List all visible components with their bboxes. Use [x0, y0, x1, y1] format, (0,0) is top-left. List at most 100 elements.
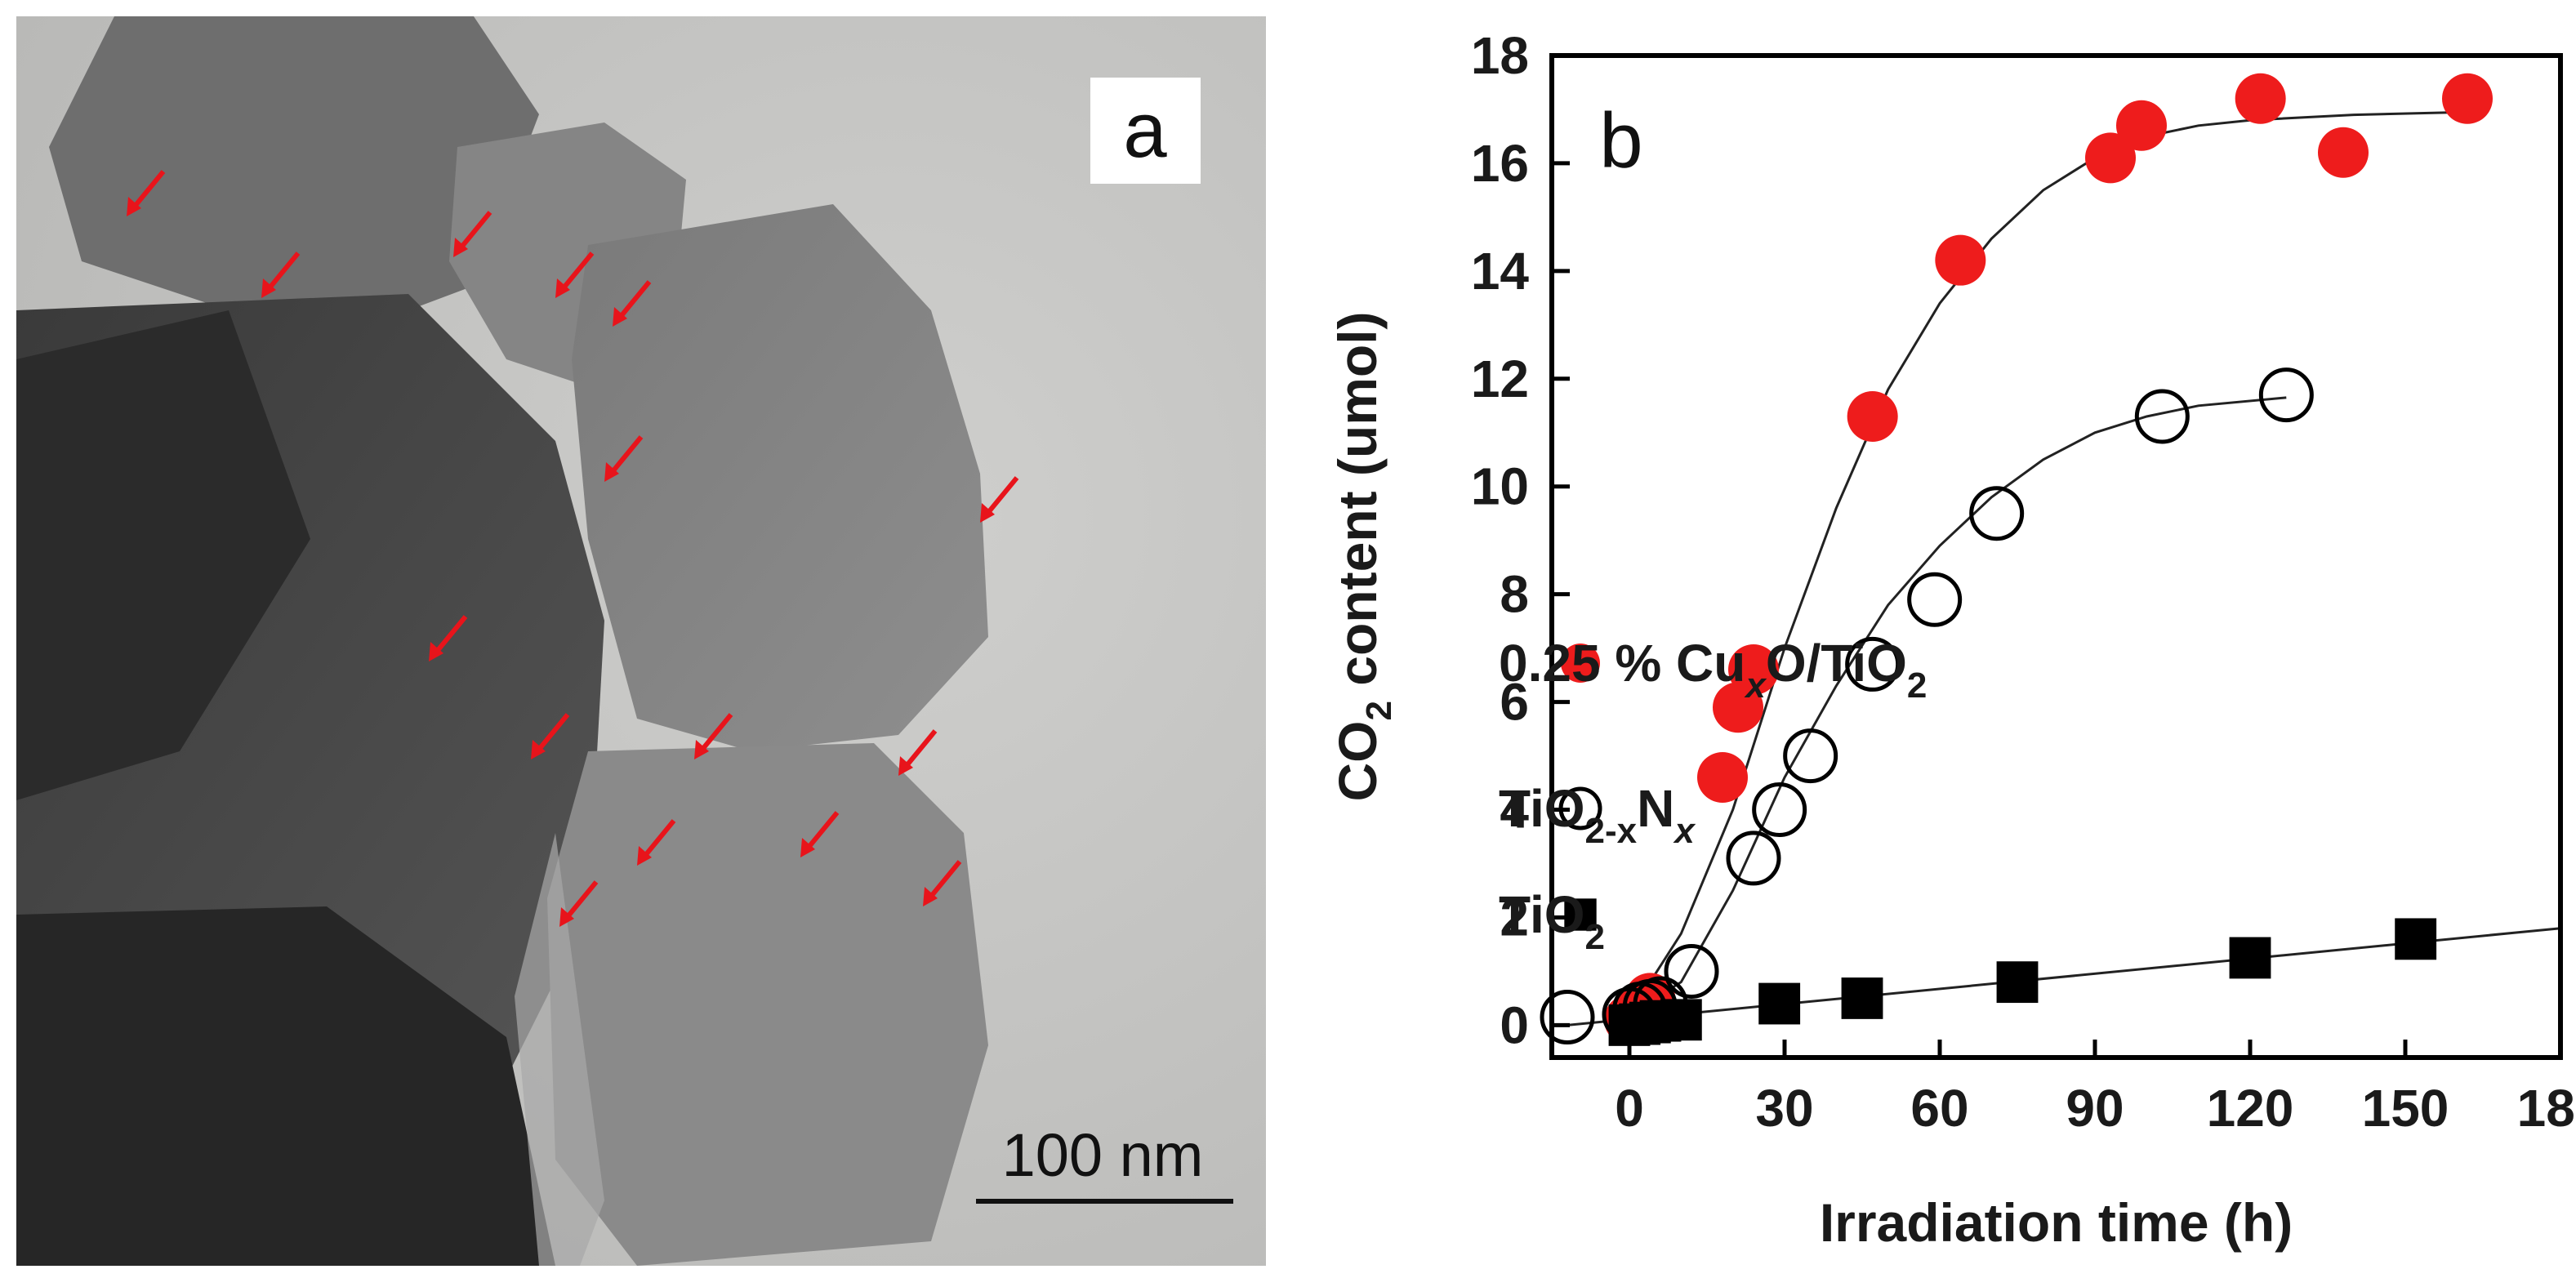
data-point-series-1 — [1969, 486, 2025, 541]
tem-micrograph-panel: a 100 nm — [16, 16, 1266, 1266]
data-point-series-0 — [1847, 390, 1898, 442]
red-arrow — [641, 819, 676, 859]
nanoparticle — [16, 310, 310, 800]
data-point-series-2 — [1758, 982, 1801, 1025]
axes: 0 30 60 90 120 150 180 0 2 4 6 8 10 12 14 16 18 — [1471, 26, 2576, 1138]
data-point-series-1 — [1752, 782, 1807, 838]
nanoparticle — [547, 743, 988, 1266]
red-arrow — [984, 476, 1019, 516]
legend-text-part: 2 — [1585, 917, 1605, 957]
red-arrow — [804, 811, 840, 851]
red-arrow — [698, 713, 733, 753]
data-point-series-2 — [1996, 961, 2039, 1004]
scale-bar — [976, 1199, 1233, 1204]
panel-label-a: a — [1123, 87, 1167, 174]
legend-text-part: x — [1744, 666, 1767, 706]
red-arrow — [617, 280, 652, 320]
data-point-series-1 — [2134, 389, 2190, 444]
nanoparticle — [16, 906, 555, 1266]
legend-text-part: N — [1637, 779, 1674, 838]
data-point-series-2 — [1841, 977, 1883, 1019]
y-tick-label: 16 — [1471, 134, 1529, 193]
data-point-series-0 — [1728, 644, 1779, 696]
legend-text-part: 2 — [1907, 666, 1927, 706]
y-tick-label: 6 — [1500, 673, 1529, 732]
data-point-series-1 — [1726, 831, 1781, 886]
legend-label-0: 0.25 % CuxO/TiO2 — [1499, 634, 1927, 706]
red-arrow-head — [800, 838, 815, 857]
x-tick-label: 180 — [2517, 1079, 2576, 1138]
x-tick-label: 120 — [2207, 1079, 2294, 1138]
legend-text-part: x — [1673, 811, 1696, 851]
y-label-main: CO — [1327, 721, 1388, 802]
fit-curve-1 — [1629, 396, 2287, 1016]
data-point-series-1 — [1664, 943, 1719, 999]
red-arrow — [131, 170, 166, 210]
y-tick-label: 12 — [1471, 350, 1529, 408]
red-arrow-head — [923, 887, 938, 906]
red-arrow-head — [694, 740, 709, 759]
data-points — [1540, 73, 2493, 1046]
red-arrow-head — [613, 307, 627, 327]
data-point-series-1 — [2258, 367, 2314, 423]
red-arrow — [564, 880, 599, 920]
y-axis-label: CO2 content (umol) — [1327, 311, 1399, 801]
x-axis-label: Irradiation time (h) — [1820, 1192, 2293, 1253]
legend-text-part: O/TiO — [1766, 634, 1907, 692]
data-point-series-0 — [2085, 132, 2136, 184]
red-arrow-head — [898, 756, 913, 776]
y-label-rest: content (umol) — [1327, 311, 1388, 701]
red-arrow — [902, 729, 938, 769]
red-arrow-head — [127, 197, 141, 216]
data-point-series-1 — [1907, 572, 1963, 627]
co2-chart: b 0 30 60 90 120 150 180 0 2 4 6 8 10 12 14 16 18 0.25 %… — [1327, 26, 2576, 1253]
nanoparticle — [572, 204, 988, 751]
red-arrow-head — [453, 238, 468, 257]
legend-label-2: TiO2 — [1499, 885, 1605, 957]
chart-panel: b 0 30 60 90 120 150 180 0 2 4 6 8 10 12 14 16 18 0.25 %… — [1286, 0, 2576, 1283]
red-arrow-head — [261, 278, 276, 298]
x-tick-label: 30 — [1755, 1079, 1813, 1138]
red-arrow — [608, 435, 644, 475]
legend-text-part: 0.25 % Cu — [1499, 634, 1745, 692]
y-tick-label: 8 — [1500, 565, 1529, 624]
red-arrow-head — [980, 503, 995, 523]
red-arrow — [457, 211, 492, 251]
y-label-sub: 2 — [1359, 701, 1399, 720]
nanoparticle — [49, 16, 539, 310]
data-point-series-2 — [2395, 918, 2437, 960]
tem-micrograph: a 100 nm — [16, 16, 1266, 1266]
red-arrow-head — [555, 278, 570, 298]
fit-curve-0 — [1628, 110, 2468, 1016]
scale-bar-label: 100 nm — [1002, 1121, 1204, 1189]
legend-marker-0 — [1561, 644, 1600, 683]
data-point-series-0 — [1697, 751, 1748, 803]
red-arrow — [265, 252, 301, 292]
y-tick-label: 2 — [1500, 888, 1529, 946]
panel-label-b: b — [1599, 97, 1642, 185]
red-arrow — [559, 252, 595, 292]
x-tick-label: 90 — [2066, 1079, 2124, 1138]
legend-text-part: TiO — [1499, 779, 1585, 838]
data-point-series-1 — [1845, 636, 1901, 692]
red-arrow — [433, 615, 468, 655]
red-arrow — [927, 860, 962, 900]
data-point-series-0 — [2235, 73, 2286, 124]
data-point-series-1 — [1540, 990, 1595, 1045]
legend-marker-1 — [1558, 786, 1602, 831]
red-arrow — [535, 713, 570, 753]
red-arrow-head — [531, 740, 546, 759]
particle-edge — [515, 833, 604, 1266]
red-arrow-head — [637, 846, 652, 866]
x-tick-label: 0 — [1615, 1079, 1644, 1138]
data-point-series-0 — [2116, 100, 2167, 151]
data-point-series-2 — [1660, 999, 1702, 1041]
data-point-series-2 — [2229, 937, 2271, 979]
red-arrow-head — [559, 907, 574, 927]
data-point-series-0 — [2318, 127, 2369, 178]
arrow-markers — [127, 170, 1019, 927]
x-tick-label: 150 — [2362, 1079, 2449, 1138]
x-tick-label: 60 — [1910, 1079, 1968, 1138]
